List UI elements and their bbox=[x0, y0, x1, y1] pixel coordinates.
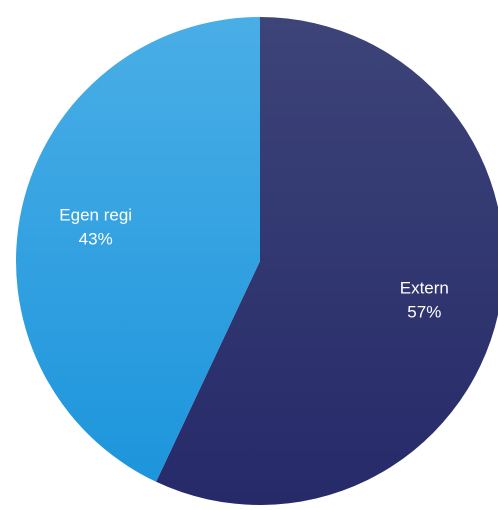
slice-value-label: 57% bbox=[407, 303, 441, 322]
slice-label: Extern bbox=[400, 279, 449, 298]
slice-value-label: 43% bbox=[79, 229, 113, 248]
pie-slices bbox=[16, 17, 498, 505]
slice-label: Egen regi bbox=[59, 205, 132, 224]
